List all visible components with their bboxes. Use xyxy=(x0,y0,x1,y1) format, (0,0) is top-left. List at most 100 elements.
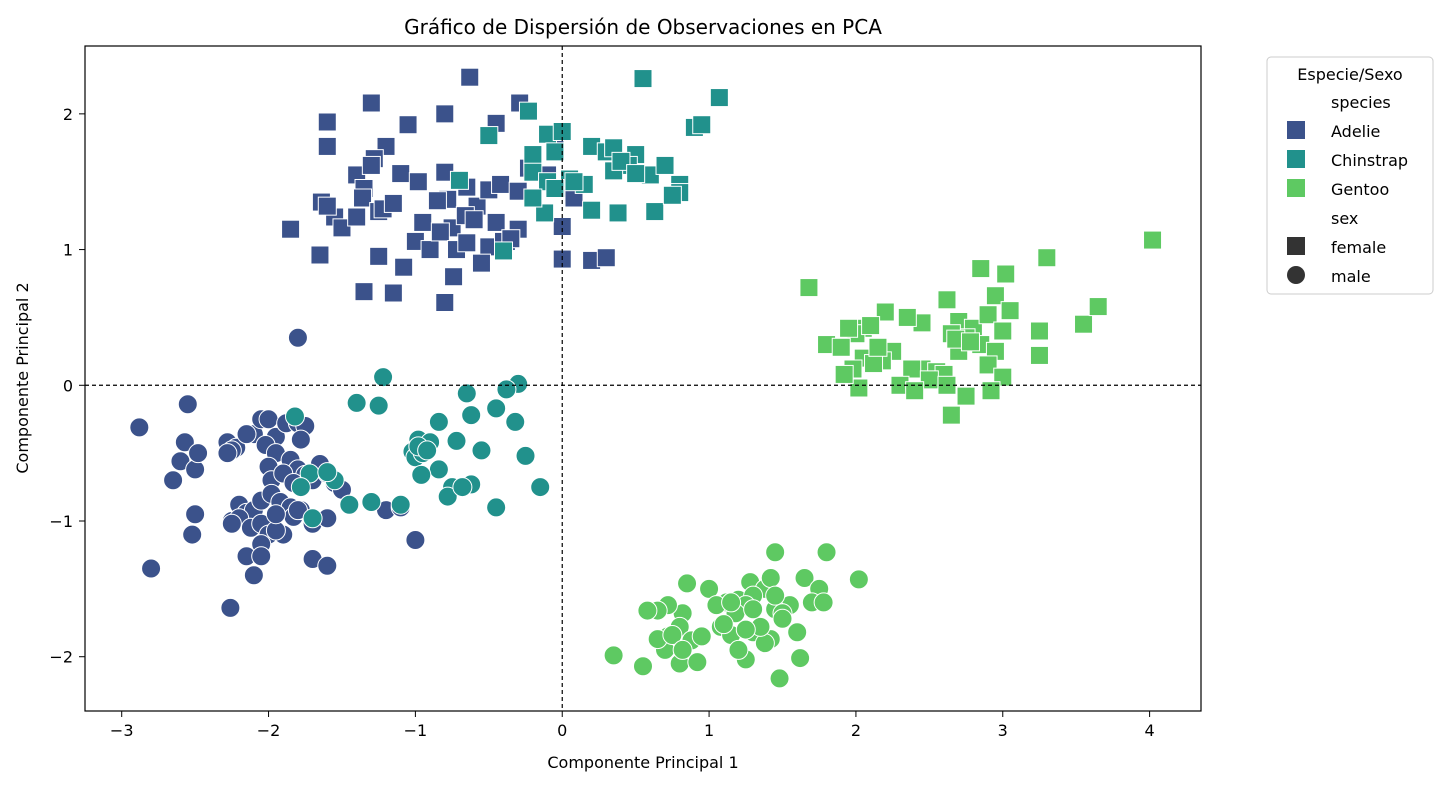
point-adelie-female xyxy=(354,282,374,302)
legend-swatch-gentoo xyxy=(1287,179,1305,197)
point-adelie-female xyxy=(491,174,511,194)
point-adelie-male xyxy=(243,565,264,586)
legend-marker-square xyxy=(1287,237,1305,255)
legend-heading-species: species xyxy=(1331,93,1391,112)
point-chinstrap-male xyxy=(437,486,458,507)
point-chinstrap-female xyxy=(494,241,513,261)
legend-label-adelie: Adelie xyxy=(1331,122,1380,141)
point-gentoo-female xyxy=(1037,248,1057,268)
point-adelie-female xyxy=(435,104,455,124)
point-chinstrap-female xyxy=(545,142,565,162)
point-adelie-male xyxy=(317,555,338,576)
point-gentoo-female xyxy=(868,337,888,357)
legend-label-male: male xyxy=(1331,267,1371,286)
point-gentoo-female xyxy=(849,378,869,398)
point-adelie-female xyxy=(353,188,373,208)
point-adelie-male xyxy=(141,558,162,579)
point-gentoo-male xyxy=(816,542,837,563)
point-adelie-female xyxy=(457,233,477,253)
point-adelie-female xyxy=(332,218,352,238)
point-gentoo-male xyxy=(765,542,786,563)
legend-swatch-chinstrap xyxy=(1287,150,1305,168)
point-gentoo-female xyxy=(897,307,917,327)
legend-label-chinstrap: Chinstrap xyxy=(1331,151,1408,170)
point-chinstrap-male xyxy=(452,477,473,498)
x-tick-label: 1 xyxy=(704,721,714,740)
point-adelie-female xyxy=(369,246,389,266)
point-gentoo-female xyxy=(971,259,991,279)
y-tick-label: 0 xyxy=(63,376,73,395)
y-tick-label: 1 xyxy=(63,241,73,260)
point-gentoo-male xyxy=(787,622,808,643)
point-gentoo-male xyxy=(633,656,653,677)
point-gentoo-male xyxy=(813,592,834,613)
data-points xyxy=(129,67,1163,689)
point-adelie-female xyxy=(383,283,403,303)
point-adelie-male xyxy=(221,513,242,534)
point-adelie-female xyxy=(383,193,403,213)
point-adelie-female xyxy=(398,115,418,135)
point-chinstrap-male xyxy=(417,440,438,461)
point-gentoo-male xyxy=(735,619,756,640)
point-chinstrap-female xyxy=(709,88,729,108)
point-adelie-female xyxy=(394,257,414,277)
point-chinstrap-female xyxy=(479,126,499,146)
x-tick-label: −2 xyxy=(257,721,281,740)
point-gentoo-male xyxy=(765,585,786,606)
y-tick-label: −1 xyxy=(49,512,73,531)
point-chinstrap-male xyxy=(290,477,311,498)
point-gentoo-male xyxy=(794,568,815,588)
point-adelie-male xyxy=(182,524,203,545)
point-adelie-male xyxy=(185,504,206,525)
point-chinstrap-male xyxy=(486,398,507,419)
point-gentoo-male xyxy=(713,614,734,635)
point-gentoo-female xyxy=(834,364,854,384)
point-adelie-female xyxy=(427,191,447,211)
point-adelie-male xyxy=(405,530,426,550)
point-adelie-female xyxy=(317,136,337,156)
legend-marker-circle xyxy=(1287,266,1305,284)
point-gentoo-female xyxy=(799,278,819,298)
chart-title: Gráfico de Dispersión de Observaciones e… xyxy=(404,15,882,39)
point-gentoo-female xyxy=(937,290,957,310)
legend-heading-sex: sex xyxy=(1331,209,1358,228)
point-gentoo-female xyxy=(956,386,976,406)
point-adelie-male xyxy=(258,409,279,430)
point-chinstrap-female xyxy=(608,203,628,223)
point-chinstrap-male xyxy=(515,445,536,466)
point-chinstrap-male xyxy=(346,392,367,413)
point-adelie-male xyxy=(177,394,198,415)
point-chinstrap-male xyxy=(373,367,394,388)
point-gentoo-female xyxy=(960,332,980,352)
point-chinstrap-female xyxy=(523,188,543,208)
legend-box xyxy=(1266,56,1434,295)
point-chinstrap-female xyxy=(633,69,653,89)
legend-label-female: female xyxy=(1331,238,1386,257)
point-chinstrap-female xyxy=(523,145,543,165)
point-chinstrap-male xyxy=(505,411,526,432)
point-gentoo-male xyxy=(662,625,683,645)
point-chinstrap-male xyxy=(361,492,382,512)
series-chinstrap-female xyxy=(449,69,729,261)
point-gentoo-female xyxy=(902,359,922,379)
point-adelie-female xyxy=(310,245,330,265)
point-chinstrap-male xyxy=(446,430,467,451)
point-adelie-female xyxy=(420,240,440,260)
point-adelie-female xyxy=(435,293,455,312)
point-gentoo-male xyxy=(760,568,781,588)
point-adelie-male xyxy=(185,459,206,480)
point-gentoo-female xyxy=(1074,314,1094,334)
point-adelie-female xyxy=(552,217,572,236)
point-chinstrap-female xyxy=(582,200,602,220)
point-gentoo-male xyxy=(790,648,811,669)
point-gentoo-male xyxy=(743,599,764,620)
point-adelie-female xyxy=(361,93,381,113)
point-gentoo-female xyxy=(864,354,884,374)
y-axis: −2 −1 0 1 2 xyxy=(49,105,85,667)
point-adelie-male xyxy=(251,546,272,567)
point-chinstrap-male xyxy=(456,383,477,404)
point-adelie-female xyxy=(317,112,337,132)
point-adelie-female xyxy=(464,210,484,230)
